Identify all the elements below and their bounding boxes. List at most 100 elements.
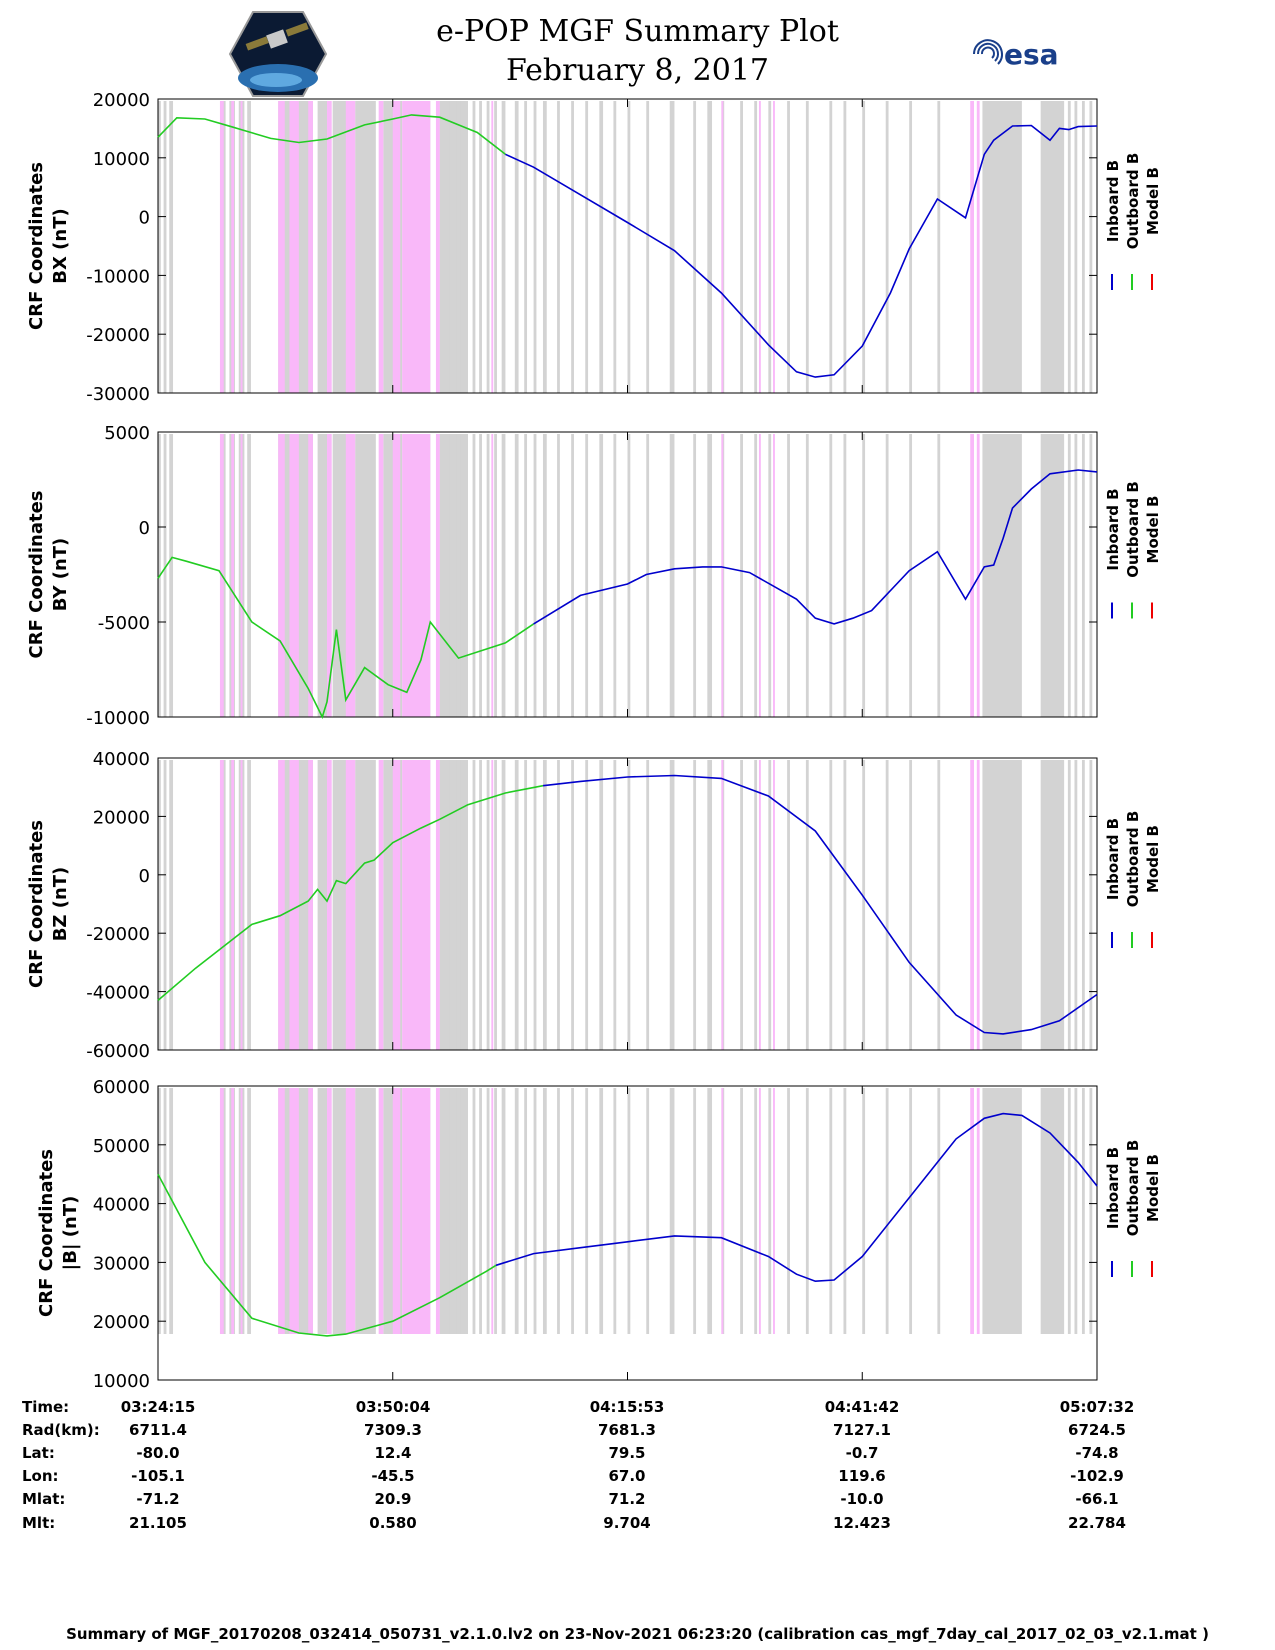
mode-band-gray — [542, 434, 547, 717]
mode-band-pink — [976, 1088, 980, 1334]
mode-band-gray — [669, 1088, 675, 1334]
mode-band-gray — [479, 434, 482, 717]
mode-band-gray — [1081, 1088, 1085, 1334]
mode-band-gray — [613, 434, 617, 717]
mode-band-pink — [345, 760, 356, 1050]
mode-band-gray — [494, 434, 497, 717]
orbit-row-label: Lon: — [22, 1467, 59, 1485]
legend-entry: Model B — [1144, 825, 1162, 893]
mode-band-gray — [317, 434, 328, 717]
mode-band-pink — [378, 434, 384, 717]
mode-band-gray — [169, 1088, 174, 1334]
outboard-series-line — [157, 556, 535, 720]
mode-band-gray — [646, 434, 650, 717]
orbit-value: 04:41:42 — [824, 1398, 900, 1416]
inboard-series-line — [533, 469, 1098, 625]
mode-band-gray — [494, 1088, 497, 1334]
mode-band-gray — [707, 760, 713, 1050]
mode-band-gray — [557, 1088, 560, 1334]
mode-band-pink — [435, 1088, 440, 1334]
mode-band-gray — [829, 101, 833, 393]
y-tick-label: 0 — [139, 518, 150, 539]
mode-band-pink — [278, 101, 285, 393]
mode-band-pink — [773, 101, 775, 393]
mode-band-gray — [501, 101, 506, 393]
mode-band-gray — [843, 101, 847, 393]
mode-band-gray — [599, 434, 604, 717]
mode-band-gray — [355, 1088, 376, 1334]
mode-band-gray — [1081, 760, 1085, 1050]
mode-band-pink — [402, 760, 431, 1050]
mode-band-gray — [514, 1088, 519, 1334]
mode-band-gray — [599, 1088, 604, 1334]
mode-band-gray — [937, 1088, 941, 1334]
mode-band-pink — [721, 101, 724, 393]
y-tick-label: -30000 — [86, 384, 150, 405]
mode-band-gray — [693, 1088, 697, 1334]
y-axis-label: BZ (nT) — [50, 867, 71, 942]
mode-band-pink — [240, 101, 243, 393]
legend-entry: Inboard B — [1104, 160, 1122, 242]
mode-band-gray — [163, 760, 167, 1050]
orbit-value: 67.0 — [608, 1467, 646, 1485]
legend-entry: Model B — [1144, 1154, 1162, 1222]
orbit-value: 0.580 — [369, 1514, 417, 1532]
mode-band-gray — [355, 434, 376, 717]
mode-band-pink — [970, 434, 974, 717]
mode-band-pink — [327, 434, 332, 717]
mode-band-pink — [345, 101, 356, 393]
mode-band-pink — [327, 760, 332, 1050]
mode-band-pink — [970, 101, 974, 393]
mode-band-gray — [613, 101, 617, 393]
mode-band-gray — [494, 760, 497, 1050]
mode-band-gray — [1089, 101, 1093, 393]
mode-band-pink — [289, 101, 299, 393]
y-axis-label: BY (nT) — [50, 538, 71, 612]
mode-band-gray — [1040, 434, 1065, 717]
mode-band-gray — [585, 434, 589, 717]
mode-band-gray — [585, 101, 589, 393]
mode-band-pink — [327, 101, 332, 393]
mode-band-gray — [456, 760, 459, 1050]
mode-band-gray — [669, 101, 675, 393]
satellite-mission-logo — [228, 11, 328, 97]
orbit-value: 22.784 — [1068, 1514, 1126, 1532]
mode-band-gray — [885, 101, 889, 393]
mode-band-gray — [169, 760, 174, 1050]
mode-band-pink — [231, 434, 235, 717]
y-tick-label: 5000 — [104, 423, 150, 444]
mode-band-gray — [829, 434, 833, 717]
mode-band-gray — [982, 101, 1022, 393]
mode-band-gray — [585, 1088, 589, 1334]
mode-band-gray — [1081, 434, 1085, 717]
mode-band-gray — [439, 434, 450, 717]
mode-band-gray — [885, 1088, 889, 1334]
plot-date: February 8, 2017 — [505, 53, 769, 88]
orbit-value: -71.2 — [136, 1490, 180, 1508]
legend-entry: Outboard B — [1124, 153, 1142, 250]
mode-band-gray — [479, 101, 482, 393]
mode-band-pink — [491, 760, 494, 1050]
mode-band-gray — [787, 760, 790, 1050]
mode-band-gray — [542, 760, 547, 1050]
mode-band-gray — [1067, 434, 1071, 717]
mode-band-gray — [982, 1088, 1022, 1334]
mode-band-pink — [219, 101, 224, 393]
mode-band-gray — [533, 434, 537, 717]
mode-band-gray — [585, 760, 589, 1050]
mode-band-gray — [1074, 1088, 1078, 1334]
mode-band-gray — [533, 760, 537, 1050]
mode-band-gray — [937, 760, 941, 1050]
y-tick-label: 20000 — [93, 1312, 150, 1333]
orbit-value: -45.5 — [371, 1467, 415, 1485]
mode-band-gray — [472, 760, 476, 1050]
legend-entry: Inboard B — [1104, 488, 1122, 570]
y-tick-label: 60000 — [93, 1077, 150, 1098]
mode-band-gray — [169, 101, 174, 393]
orbit-value: 79.5 — [608, 1444, 646, 1462]
mode-band-gray — [787, 434, 790, 717]
mode-band-pink — [378, 760, 384, 1050]
mode-band-pink — [435, 760, 440, 1050]
orbit-value: 6711.4 — [129, 1421, 187, 1439]
mode-band-gray — [843, 434, 847, 717]
